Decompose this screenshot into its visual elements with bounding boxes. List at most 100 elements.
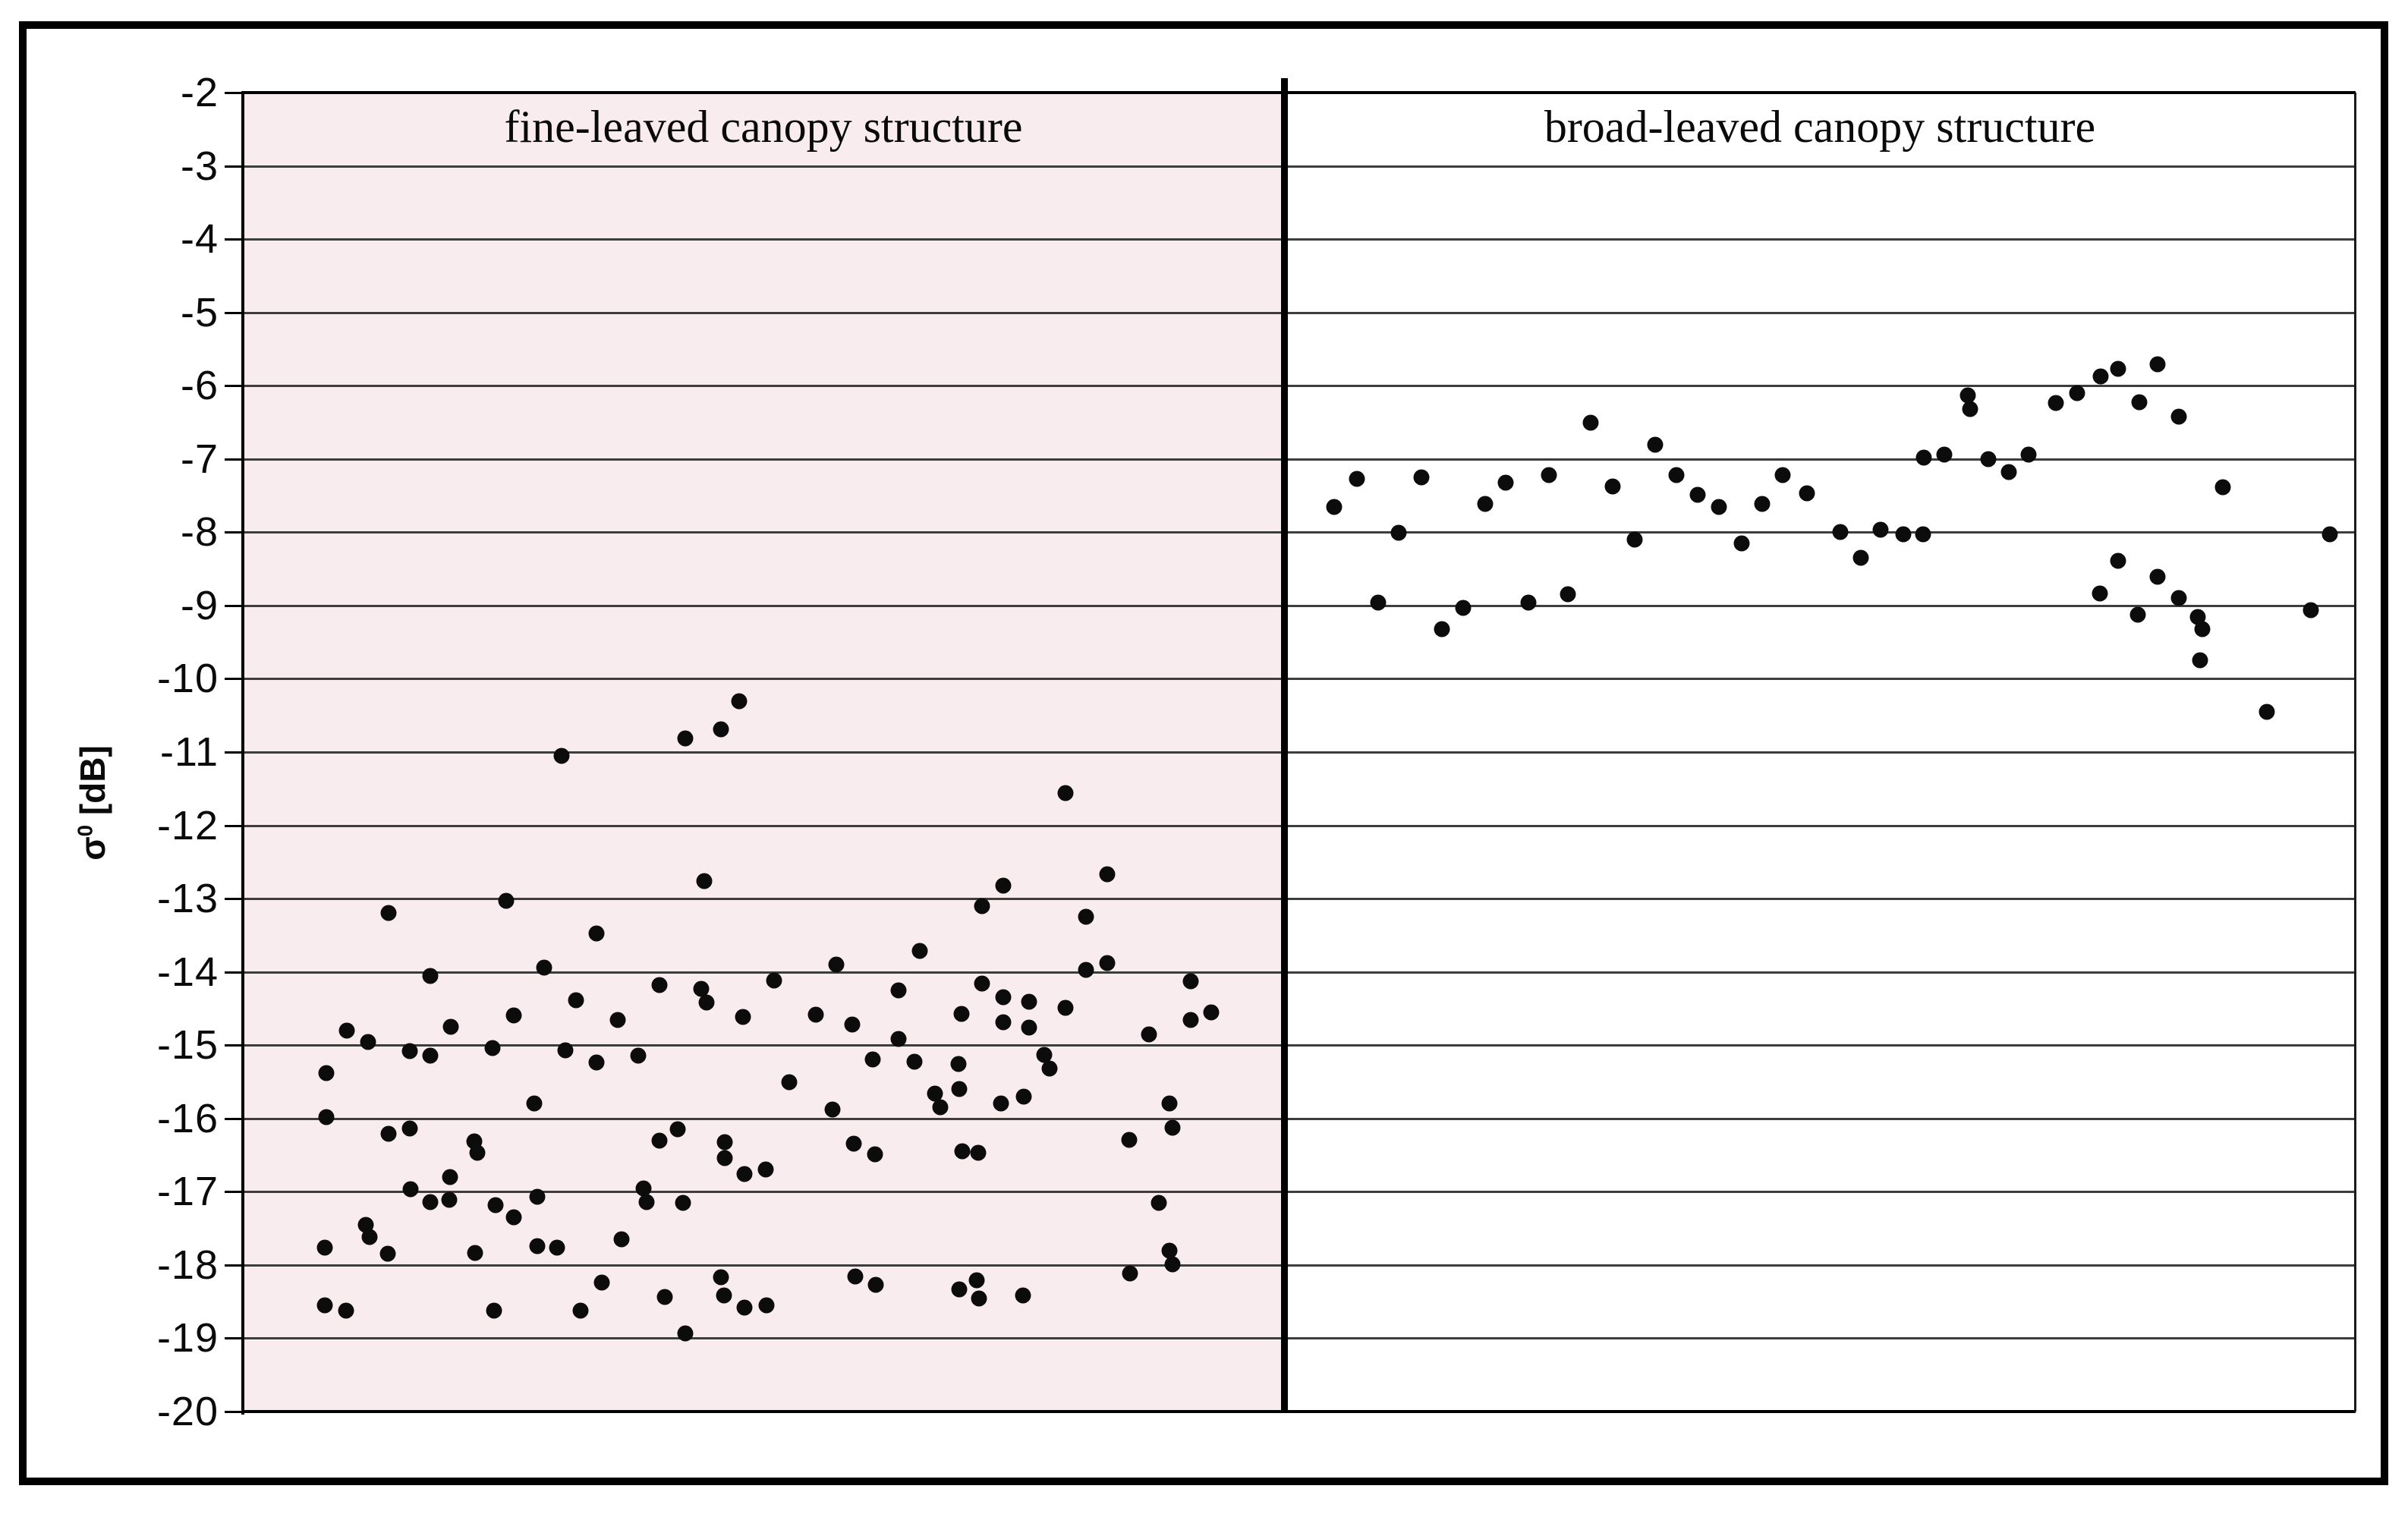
data-point [713, 721, 729, 738]
data-point [1626, 531, 1643, 548]
data-point [927, 1085, 943, 1102]
data-point [716, 1134, 733, 1150]
data-point [845, 1135, 862, 1152]
data-point [677, 730, 694, 747]
data-point [890, 1031, 907, 1047]
data-point [1936, 446, 1953, 463]
panel-divider-line [1281, 78, 1288, 1413]
y-axis-tick--7 [225, 458, 243, 461]
data-point [1164, 1256, 1181, 1273]
data-point [635, 1180, 652, 1197]
gridline--11 [243, 751, 2356, 754]
data-point [758, 1297, 775, 1314]
data-point [1962, 401, 1978, 417]
gridline--13 [243, 898, 2356, 901]
panel-title-fine-leaved: fine-leaved canopy structure [504, 102, 1023, 152]
data-point [890, 982, 907, 999]
data-point [2258, 703, 2275, 720]
data-point [338, 1022, 355, 1039]
y-axis-line [241, 91, 244, 1415]
data-point [318, 1109, 335, 1125]
data-point [1349, 471, 1365, 487]
data-point [442, 1018, 459, 1035]
y-axis-tick--6 [225, 385, 243, 388]
data-point [1161, 1095, 1178, 1111]
data-point [2020, 446, 2037, 463]
data-point [1078, 962, 1094, 978]
data-point [588, 925, 605, 942]
data-point [2129, 606, 2146, 623]
data-point [1203, 1004, 1220, 1021]
gridline--6 [243, 385, 2356, 388]
data-point [1021, 993, 1037, 1010]
data-point [1497, 474, 1514, 491]
y-axis-tick-label--12: -12 [156, 802, 219, 848]
data-point [1980, 451, 1997, 467]
data-point [951, 1081, 968, 1097]
data-point [1689, 486, 1706, 503]
data-point [2048, 395, 2064, 411]
data-point [1182, 1012, 1199, 1028]
data-point [971, 1290, 987, 1307]
data-point [357, 1217, 374, 1233]
data-point [1015, 1088, 1032, 1105]
data-point [1895, 526, 1912, 543]
data-point [864, 1051, 881, 1068]
data-point [338, 1302, 354, 1319]
y-axis-tick-label--20: -20 [156, 1389, 219, 1434]
data-point [2321, 526, 2338, 543]
data-point [974, 898, 990, 914]
data-point [2069, 385, 2085, 401]
data-point [995, 989, 1012, 1006]
data-point [486, 1302, 502, 1319]
data-point [1122, 1265, 1138, 1281]
y-axis-tick--12 [225, 824, 243, 827]
y-axis-tick--13 [225, 898, 243, 901]
y-axis-tick-label--4: -4 [180, 216, 219, 263]
data-point [995, 1014, 1012, 1031]
data-point [1041, 1060, 1058, 1077]
data-point [588, 1054, 605, 1071]
gridline--19 [243, 1337, 2356, 1340]
y-axis-tick--17 [225, 1191, 243, 1194]
gridline--16 [243, 1117, 2356, 1120]
data-point [1021, 1019, 1037, 1036]
y-axis-tick--9 [225, 604, 243, 607]
data-point [1799, 485, 1815, 502]
data-point [713, 1269, 729, 1286]
y-axis-tick-label--19: -19 [156, 1315, 219, 1361]
data-point [1164, 1119, 1181, 1136]
data-point [2110, 360, 2126, 377]
data-point [847, 1268, 864, 1285]
data-point [318, 1065, 335, 1081]
data-point [2149, 568, 2166, 585]
y-axis-tick-label--13: -13 [156, 876, 219, 922]
panel-title-broad-leaved: broad-leaved canopy structure [1544, 102, 2096, 152]
gridline--14 [243, 971, 2356, 974]
data-point [736, 1166, 753, 1182]
data-point [1390, 524, 1407, 541]
data-point [1520, 594, 1537, 611]
gridline--12 [243, 824, 2356, 827]
data-point [1036, 1047, 1053, 1063]
data-point [609, 1012, 626, 1028]
y-axis-tick--15 [225, 1044, 243, 1047]
data-point [951, 1281, 968, 1298]
data-point [1711, 499, 1727, 515]
gridline--15 [243, 1044, 2356, 1047]
data-point [1141, 1026, 1157, 1043]
data-point [2110, 552, 2126, 569]
data-point [1434, 621, 1450, 637]
data-point [651, 1132, 668, 1149]
data-point [828, 956, 845, 973]
data-point [2194, 621, 2211, 637]
y-axis-tick-label--8: -8 [180, 509, 219, 556]
data-point [568, 992, 584, 1009]
data-point [593, 1274, 610, 1291]
data-point [844, 1016, 861, 1033]
y-axis-tick-label--17: -17 [156, 1169, 219, 1215]
data-point [1161, 1242, 1178, 1259]
y-axis-tick-label--18: -18 [156, 1242, 219, 1288]
data-point [1326, 499, 1342, 515]
